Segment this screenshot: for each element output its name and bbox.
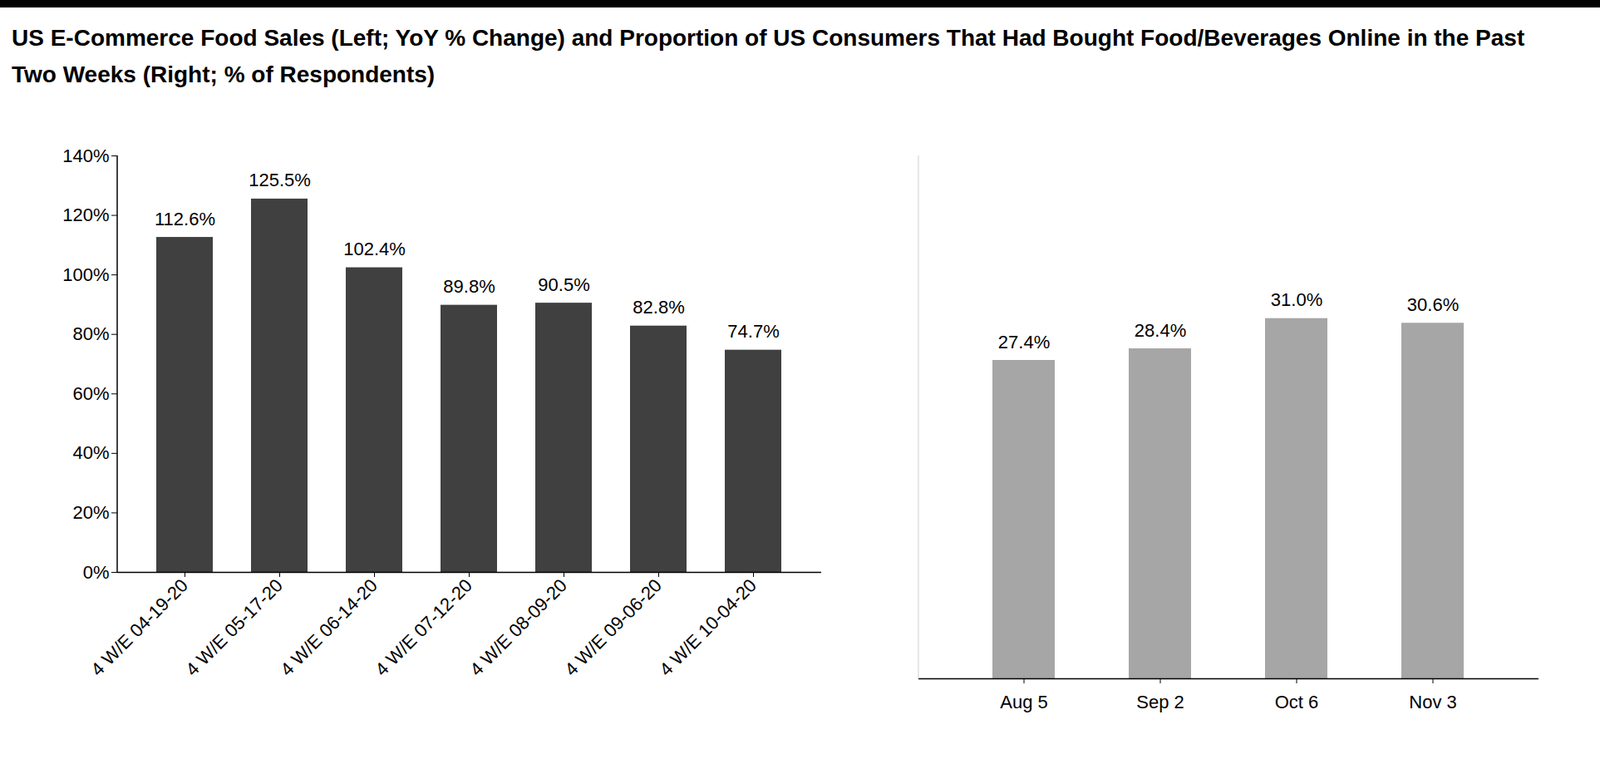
svg-text:20%: 20% bbox=[72, 502, 109, 523]
svg-text:4 W/E 04-19-20: 4 W/E 04-19-20 bbox=[86, 574, 192, 680]
svg-text:89.8%: 89.8% bbox=[443, 275, 495, 297]
svg-text:140%: 140% bbox=[62, 145, 109, 167]
svg-text:Oct 6: Oct 6 bbox=[1275, 691, 1320, 713]
svg-text:Nov 3: Nov 3 bbox=[1408, 691, 1457, 713]
svg-text:82.8%: 82.8% bbox=[632, 296, 685, 318]
svg-text:4 W/E 06-14-20: 4 W/E 06-14-20 bbox=[275, 574, 382, 680]
svg-text:102.4%: 102.4% bbox=[343, 238, 406, 260]
svg-text:30.6%: 30.6% bbox=[1407, 294, 1459, 316]
svg-text:90.5%: 90.5% bbox=[537, 274, 590, 296]
html-text:US E-Commerce Food Sales (Left: US E-Commerce Food Sales (Left; YoY % Ch… bbox=[11, 24, 1525, 88]
svg-text:0%: 0% bbox=[83, 561, 110, 583]
svg-text:31.0%: 31.0% bbox=[1270, 289, 1323, 311]
svg-text:4 W/E 05-17-20: 4 W/E 05-17-20 bbox=[181, 574, 287, 680]
svg-text:4 W/E 09-06-20: 4 W/E 09-06-20 bbox=[560, 574, 666, 680]
svg-text:4 W/E 10-04-20: 4 W/E 10-04-20 bbox=[654, 574, 761, 680]
svg-text:125.5%: 125.5% bbox=[248, 169, 311, 191]
svg-text:60%: 60% bbox=[72, 383, 109, 404]
svg-text:Aug 5: Aug 5 bbox=[999, 691, 1049, 713]
svg-text:27.4%: 27.4% bbox=[998, 331, 1050, 353]
svg-text:100%: 100% bbox=[62, 264, 109, 286]
svg-text:74.7%: 74.7% bbox=[727, 320, 779, 342]
svg-text:80%: 80% bbox=[72, 323, 109, 345]
svg-text:4 W/E 08-09-20: 4 W/E 08-09-20 bbox=[465, 574, 572, 680]
svg-text:4 W/E 07-12-20: 4 W/E 07-12-20 bbox=[370, 574, 477, 680]
svg-text:Sep 2: Sep 2 bbox=[1136, 691, 1185, 713]
svg-text:28.4%: 28.4% bbox=[1134, 320, 1187, 341]
svg-text:40%: 40% bbox=[72, 442, 109, 463]
svg-text:112.6%: 112.6% bbox=[154, 208, 216, 230]
svg-text:120%: 120% bbox=[62, 204, 109, 226]
